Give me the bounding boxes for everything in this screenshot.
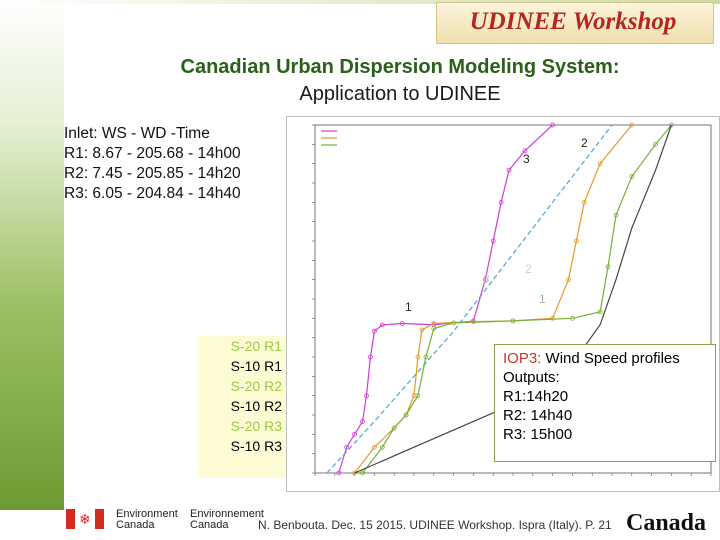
inlet-conditions: Inlet: WS - WD -Time R1: 8.67 - 205.68 -… [64, 124, 284, 204]
canada-flag-icon: ❄ [66, 509, 104, 529]
legend-item: S-20 R2 [230, 378, 282, 394]
series-point [653, 141, 658, 147]
iop-info-box: IOP3: Wind Speed profiles Outputs: R1:14… [494, 344, 716, 462]
series-point [352, 470, 357, 476]
series-point [482, 277, 488, 283]
series-point [451, 320, 457, 326]
series-point [360, 470, 365, 476]
series-point [379, 322, 385, 328]
series-point [344, 444, 350, 450]
chart-annotation: 2 [525, 262, 532, 276]
series-point [431, 321, 437, 326]
workshop-banner: UDINEE Workshop [436, 2, 714, 44]
chart-annotation: 1 [539, 292, 546, 306]
series-point [510, 318, 516, 324]
series-point [550, 315, 556, 321]
series-point [372, 444, 377, 450]
series-point [336, 470, 342, 476]
series-point [522, 148, 528, 154]
ec-fr-line-1: Environnement [190, 508, 264, 520]
series-point [629, 174, 635, 179]
legend-item: S-10 R3 [230, 438, 282, 454]
series-line [338, 124, 554, 474]
slide-title-line-1: Canadian Urban Dispersion Modeling Syste… [180, 56, 620, 78]
series-point [597, 309, 603, 315]
series-point [415, 393, 421, 399]
inlet-r3: R3: 6.05 - 204.84 - 14h40 [64, 185, 241, 202]
inlet-heading: Inlet: WS - WD -Time [64, 125, 210, 142]
ec-fr-line-2: Canada [190, 519, 229, 531]
series-point [352, 431, 357, 437]
series-point [566, 277, 571, 283]
series-point [419, 327, 425, 333]
series-point [597, 161, 603, 167]
environnement-canada-fr: Environnement Canada [190, 509, 264, 531]
series-point [498, 199, 504, 205]
series-line [326, 124, 613, 474]
series-point [360, 419, 365, 424]
series-point [403, 412, 409, 418]
legend-item: S-10 R2 [230, 398, 282, 414]
series-point [368, 354, 373, 360]
series-point [629, 122, 635, 128]
environment-canada-en: Environment Canada [116, 509, 178, 531]
iop-outputs-label: Outputs: [503, 369, 560, 386]
ec-en-line-2: Canada [116, 519, 155, 531]
iop-heading: IOP3: Wind Speed profiles [503, 349, 715, 368]
series-point [399, 321, 405, 326]
series-point [391, 425, 397, 431]
legend-item: S-20 R3 [230, 418, 282, 434]
series-legend: S-20 R1 S-10 R1 S-20 R2 S-10 R2 S-20 R3 … [198, 336, 286, 478]
footer-citation: N. Benbouta. Dec. 15 2015. UDINEE Worksh… [258, 518, 612, 532]
chart-annotation: 3 [523, 152, 530, 166]
series-point [550, 122, 556, 128]
series-point [569, 315, 575, 321]
inlet-r2: R2: 7.45 - 205.85 - 14h20 [64, 165, 241, 182]
iop-r2: R2: 14h40 [503, 407, 573, 424]
series-line [362, 124, 672, 474]
ec-en-line-1: Environment [116, 508, 178, 520]
slide-title: Canadian Urban Dispersion Modeling Syste… [80, 54, 720, 108]
side-gradient-bar [0, 0, 64, 510]
series-point [605, 264, 611, 270]
legend-item: S-20 R1 [230, 338, 282, 354]
top-gradient-bar [0, 0, 720, 4]
series-point [379, 444, 385, 450]
iop-r3: R3: 15h00 [503, 426, 573, 443]
legend-item: S-10 R1 [230, 358, 282, 374]
iop-r1: R1:14h20 [503, 388, 569, 405]
series-point [581, 199, 587, 205]
series-point [364, 393, 369, 399]
iop-title-rest: Wind Speed profiles [545, 350, 680, 367]
inlet-r1: R1: 8.67 - 205.68 - 14h00 [64, 145, 241, 162]
chart-annotation: 3 [483, 272, 490, 286]
series-point [613, 212, 619, 218]
series-point [431, 326, 437, 332]
series-point [372, 328, 377, 334]
series-point [506, 167, 512, 173]
chart-annotation: 1 [405, 300, 412, 314]
iop-title: IOP3: [503, 350, 542, 367]
series-point [415, 354, 421, 360]
slide-title-line-2: Application to UDINEE [299, 83, 501, 105]
series-point [423, 354, 429, 360]
canada-wordmark: Canada [626, 510, 707, 536]
chart-annotation: 2 [581, 136, 588, 150]
series-point [573, 238, 579, 244]
series-point [668, 122, 674, 128]
workshop-title: UDINEE Workshop [469, 8, 677, 35]
series-point [490, 238, 496, 244]
